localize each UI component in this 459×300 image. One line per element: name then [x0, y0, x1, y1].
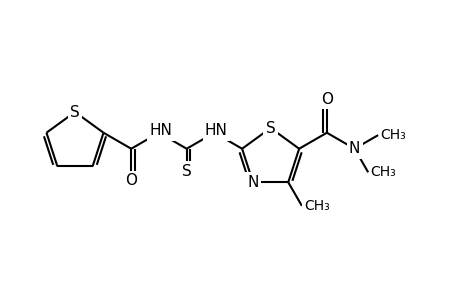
Text: O: O — [320, 92, 332, 107]
Text: HN: HN — [149, 123, 172, 138]
Text: CH₃: CH₃ — [369, 165, 395, 179]
Text: S: S — [265, 121, 275, 136]
Text: S: S — [70, 104, 80, 119]
Text: CH₃: CH₃ — [379, 128, 405, 142]
Text: N: N — [348, 141, 359, 156]
Text: S: S — [181, 164, 191, 178]
Text: CH₃: CH₃ — [303, 199, 329, 213]
Text: O: O — [125, 173, 137, 188]
Text: HN: HN — [205, 123, 227, 138]
Text: N: N — [247, 175, 258, 190]
